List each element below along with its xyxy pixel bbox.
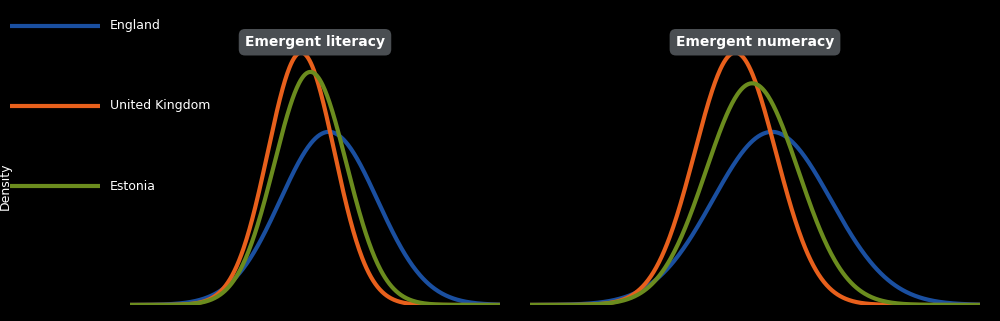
Text: England: England — [110, 19, 161, 32]
Text: Emergent literacy: Emergent literacy — [245, 35, 385, 49]
Text: Density: Density — [0, 162, 12, 210]
Text: Estonia: Estonia — [110, 180, 156, 193]
Text: Emergent numeracy: Emergent numeracy — [676, 35, 834, 49]
Text: United Kingdom: United Kingdom — [110, 100, 210, 112]
